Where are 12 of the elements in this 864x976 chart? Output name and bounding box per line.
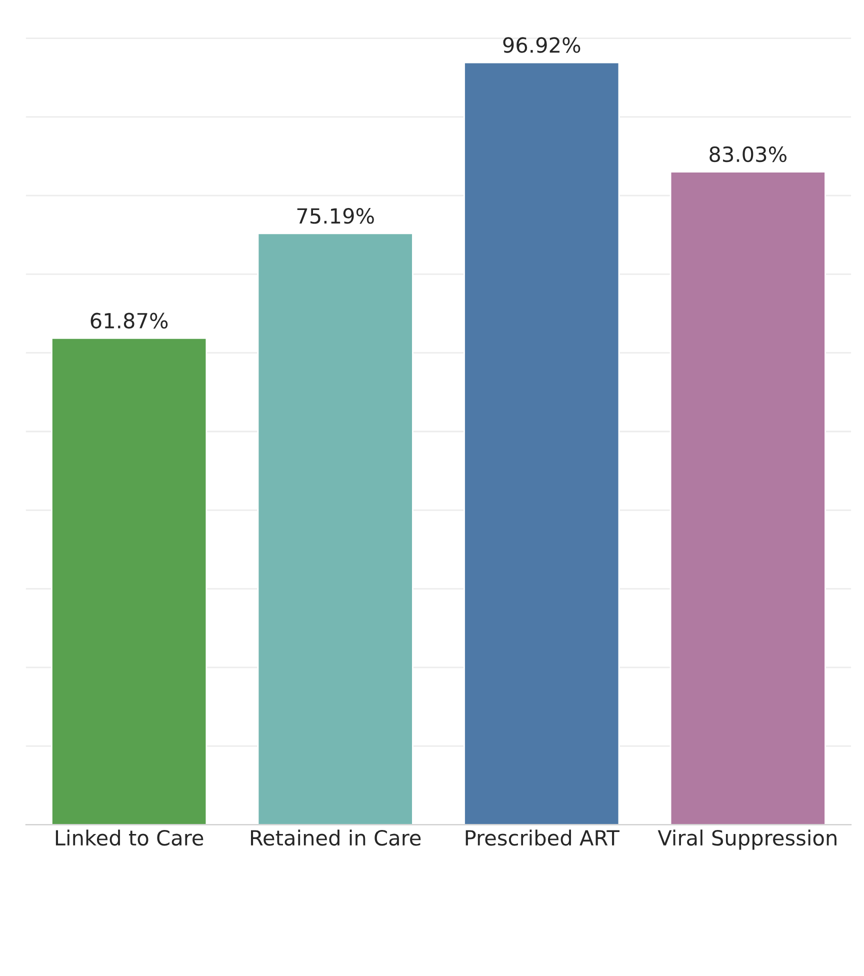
x-tick-label: Prescribed ART — [466, 830, 620, 846]
data-label: 61.87% — [90, 312, 168, 329]
bar — [257, 232, 414, 825]
x-tick-label: Retained in Care — [250, 830, 421, 846]
bar — [51, 337, 208, 825]
data-label: 96.92% — [503, 37, 580, 53]
x-tick-label: Viral Suppression — [658, 830, 836, 850]
bar — [670, 171, 826, 825]
bar — [464, 62, 620, 825]
data-label: 83.03% — [710, 146, 786, 162]
x-tick-label: Linked to Care — [56, 830, 204, 846]
data-label: 75.19% — [297, 208, 374, 224]
